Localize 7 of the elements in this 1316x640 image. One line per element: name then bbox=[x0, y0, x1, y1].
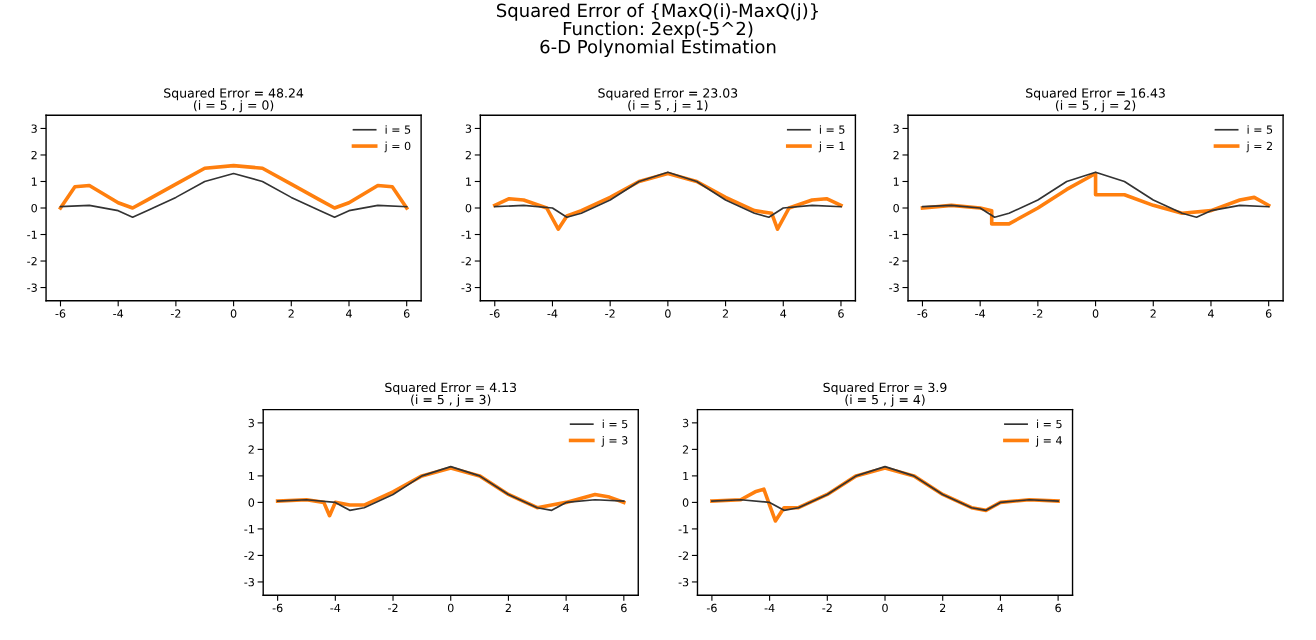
line-series bbox=[493, 171, 842, 219]
text: Squared Error of {MaxQ(i)-MaxQ(j)} Function: 2exp(-5^2) 6-D Polynomial Estimation bbox=[496, 3, 818, 57]
line-series bbox=[710, 466, 1060, 523]
line-series bbox=[492, 171, 843, 232]
line-series bbox=[58, 163, 409, 210]
line-series bbox=[711, 465, 1059, 512]
line-series bbox=[59, 172, 408, 219]
